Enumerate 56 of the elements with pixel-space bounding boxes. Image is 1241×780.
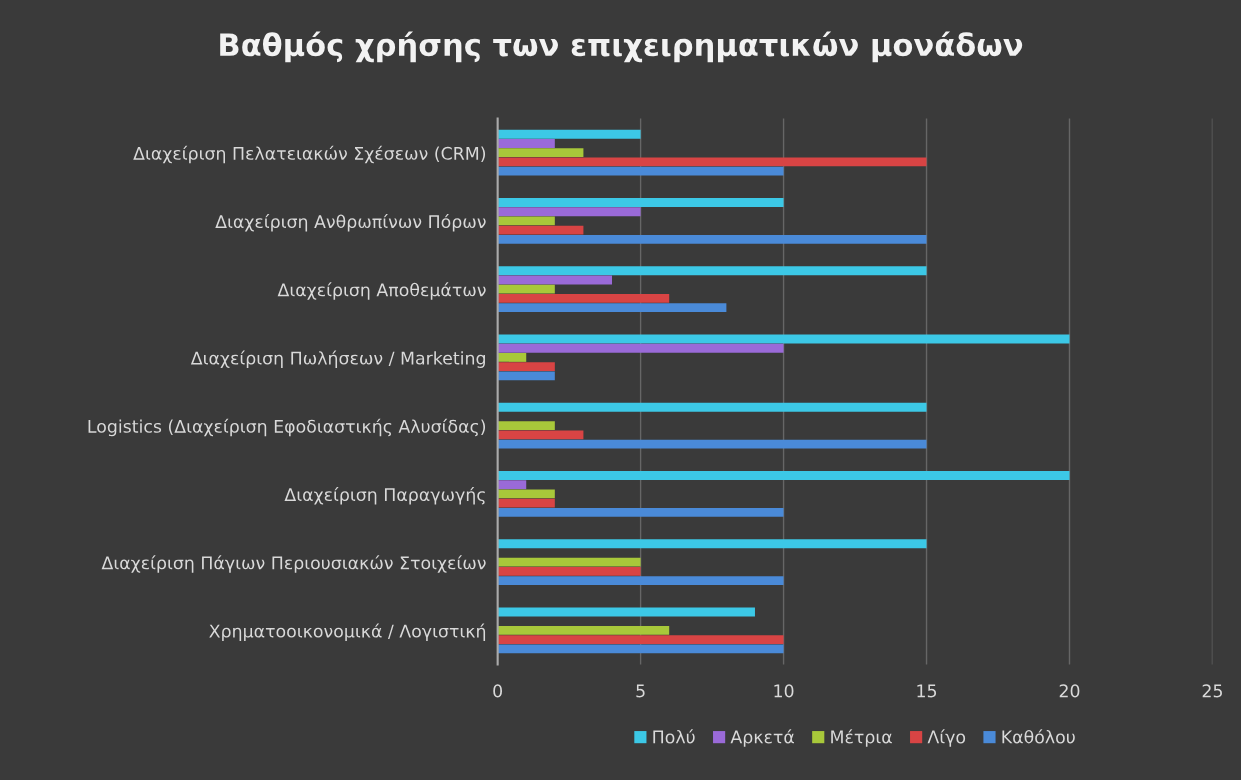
bar [497,498,555,508]
bar [497,293,670,303]
bar [497,430,584,440]
chart-title: Βαθμός χρήσης των επιχειρηματικών μονάδων [220,31,1023,63]
bar [497,234,927,244]
bar [497,371,555,381]
bar [497,266,927,276]
bar [497,439,927,449]
bar [497,557,641,567]
legend-label: Μέτρια [831,729,892,747]
bar [497,303,727,313]
x-tick-label: 15 [917,684,937,698]
bar [497,566,641,576]
bar [497,507,784,517]
bar [497,129,641,139]
bar [497,539,927,549]
bar [497,402,927,412]
bar [497,353,527,362]
x-tick-label: 5 [636,684,645,698]
bar [497,626,670,635]
bar [497,480,527,490]
bar [497,166,784,176]
legend-label: Λίγο [927,729,966,747]
x-tick-label: 25 [1202,684,1222,698]
bar [497,362,555,372]
bar [497,343,784,353]
bar [497,644,784,654]
y-tick-label: Διαχείριση Πελατειακών Σχέσεων (CRM) [133,145,486,164]
y-tick-label: Διαχείριση Παραγωγής [284,486,485,505]
y-tick-label: Διαχείριση Πάγιων Περιουσιακών Στοιχείων [101,555,486,573]
bar [497,198,784,207]
bar [497,157,927,167]
bar [497,607,755,617]
legend-label: Αρκετά [730,729,794,747]
x-tick-label: 0 [493,684,503,698]
bar [497,334,1070,344]
bar [497,148,584,158]
bar [497,489,555,499]
bar [497,225,584,235]
x-tick-label: 10 [774,684,794,698]
y-tick-label: Logistics (Διαχείριση Εφοδιαστικής Αλυσίδας) [88,418,486,437]
legend-label: Πολύ [653,729,695,744]
bar [497,635,784,645]
legend-label: Καθόλου [1002,729,1075,744]
bar [497,421,555,431]
bar [497,216,555,226]
bar [497,139,555,148]
x-tick-label: 20 [1059,684,1080,698]
y-tick-label: Διαχείριση Πωλήσεων / Marketing [190,350,485,368]
y-tick-label: Διαχείριση Ανθρωπίνων Πόρων [215,213,486,232]
y-tick-label: Χρηματοοικονομικά / Λογιστική [209,623,486,641]
bar [497,471,1070,480]
bar [497,284,555,294]
y-tick-label: Διαχείριση Αποθεμάτων [277,282,486,300]
bar [497,207,641,217]
bar [497,576,784,586]
